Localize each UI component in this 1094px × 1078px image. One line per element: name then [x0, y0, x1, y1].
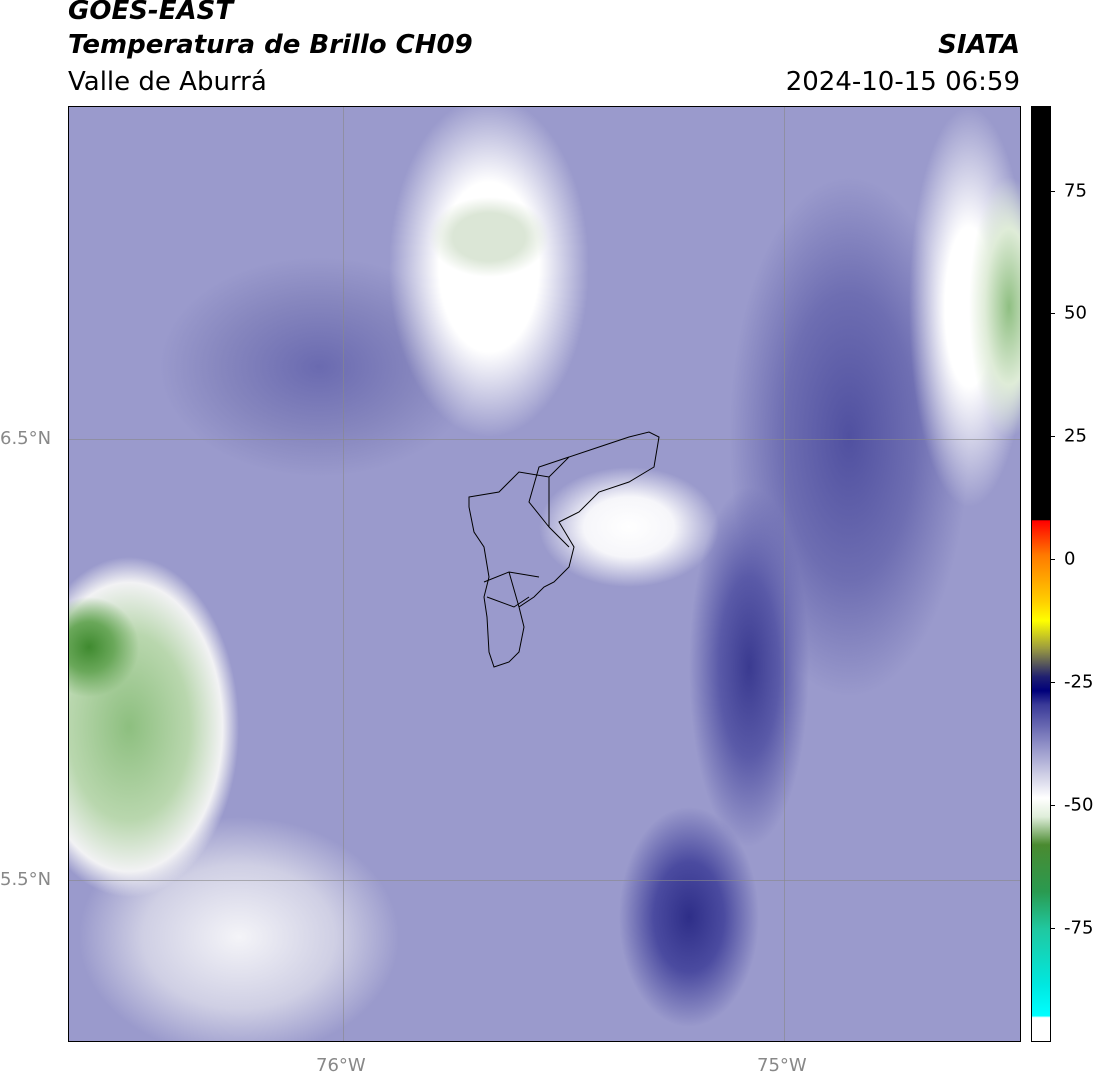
colorbar-tick-label: 75 [1064, 180, 1087, 202]
colorbar-tick [1050, 436, 1055, 438]
colorbar-tick-label: -25 [1064, 671, 1094, 693]
region: Valle de Aburrá [68, 67, 267, 97]
satellite: GOES-EAST [68, 0, 234, 26]
colorbar-tick-label: 25 [1064, 425, 1087, 447]
datetime: 2024-10-15 06:59 [785, 67, 1020, 97]
satellite-image [68, 106, 1021, 1042]
lat-label: 5.5°N [0, 869, 52, 890]
colorbar-tick [1050, 682, 1055, 684]
colorbar-tick-label: -75 [1064, 917, 1094, 939]
meridian [343, 107, 344, 1041]
lat-label: 6.5°N [0, 428, 52, 449]
colorbar-tick-label: 0 [1064, 548, 1076, 570]
source: SIATA [938, 30, 1020, 60]
colorbar-tick-label: 50 [1064, 302, 1087, 324]
lon-label: 76°W [316, 1055, 366, 1076]
valley-outline [468, 431, 660, 668]
colorbar-tick-label: -50 [1064, 794, 1094, 816]
colorbar-tick [1050, 313, 1055, 315]
product: Temperatura de Brillo CH09 [68, 30, 473, 60]
parallel [69, 880, 1020, 881]
meridian [784, 107, 785, 1041]
colorbar-tick [1050, 927, 1055, 929]
colorbar-tick [1050, 559, 1055, 561]
parallel [69, 439, 1020, 440]
colorbar-tick [1050, 190, 1055, 192]
colorbar [1031, 106, 1051, 1042]
lon-label: 75°W [757, 1055, 807, 1076]
colorbar-tick [1050, 805, 1055, 807]
